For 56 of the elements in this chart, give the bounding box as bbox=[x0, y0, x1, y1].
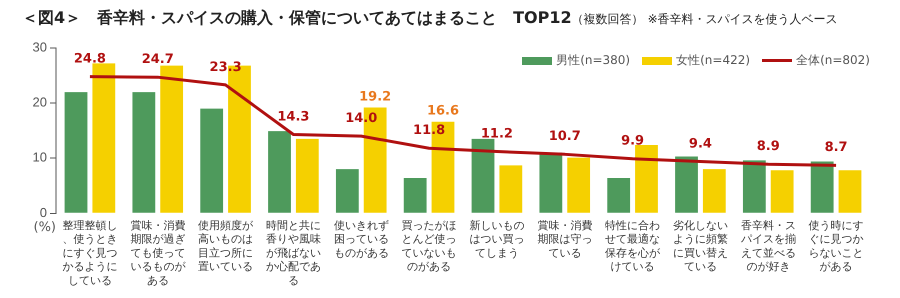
bar bbox=[404, 178, 427, 213]
legend-label: 男性(n=380) bbox=[556, 52, 630, 69]
x-tick-label: 賞味・消費期限は守っている bbox=[537, 218, 592, 260]
chart-title: ＜図4＞ 香辛料・スパイスの購入・保管についてあてはまること TOP12 bbox=[22, 8, 572, 27]
data-label: 8.7 bbox=[824, 140, 848, 156]
y-axis-title: (%) bbox=[34, 220, 56, 236]
text: ※香辛料・スパイスを使う人ベース bbox=[648, 12, 838, 26]
data-label: 24.8 bbox=[74, 52, 106, 67]
x-tick-label: 買ったがほとんど使っていないものがある bbox=[402, 218, 457, 274]
bar bbox=[838, 170, 862, 213]
bar bbox=[810, 161, 834, 213]
data-label: 11.2 bbox=[480, 126, 513, 142]
bar bbox=[92, 63, 116, 213]
data-label: 14.3 bbox=[277, 109, 310, 124]
x-tick-label: 特性に合わせて最適な保存を心がけている bbox=[605, 218, 662, 274]
y-tick-label: 20 bbox=[32, 94, 47, 110]
bar bbox=[472, 138, 494, 213]
bar bbox=[742, 160, 766, 213]
bar bbox=[770, 170, 794, 213]
bar bbox=[607, 178, 630, 213]
x-tick-label: 新しいものはつい買ってしまう bbox=[469, 218, 524, 260]
bar bbox=[336, 169, 359, 213]
bar bbox=[675, 156, 698, 213]
bar bbox=[132, 92, 156, 213]
data-label: 16.6 bbox=[426, 104, 460, 119]
y-tick-label: 30 bbox=[32, 40, 47, 55]
bar bbox=[200, 108, 224, 213]
y-tick-label: 10 bbox=[32, 150, 47, 165]
bar bbox=[64, 92, 88, 213]
bar bbox=[702, 169, 726, 213]
bar bbox=[296, 138, 319, 213]
bar bbox=[268, 131, 291, 213]
bar bbox=[635, 144, 658, 213]
x-tick-label: 使用頻度が高いものは目立つ所に置いている bbox=[198, 218, 254, 274]
x-tick-label: 時間と共に香りや風味が飛ばないか心配である bbox=[266, 218, 321, 287]
bar bbox=[160, 66, 184, 213]
data-label: 8.9 bbox=[756, 139, 780, 154]
legend-label: 女性(n=422) bbox=[676, 52, 750, 69]
x-tick-label: 整理整頓し、使うときにすぐ見つかるようにしている bbox=[62, 218, 118, 287]
data-label: 9.9 bbox=[621, 134, 644, 149]
data-label: 10.7 bbox=[548, 129, 581, 144]
x-tick-label: 香辛料・スパイスを揃えて並べるのが好き bbox=[740, 218, 796, 274]
bar bbox=[539, 152, 562, 213]
x-tick-label: 賞味・消費期限が過ぎても使っているものがある bbox=[130, 218, 186, 287]
bar bbox=[567, 158, 590, 213]
y-tick-label: 0 bbox=[40, 204, 47, 220]
chart-subtitle: （複数回答） bbox=[572, 12, 644, 26]
data-label: 23.3 bbox=[210, 60, 242, 75]
x-tick-label: 劣化しないように頻繁に買い替えている bbox=[672, 218, 728, 274]
x-tick-label: 使いきれず困っているものがある bbox=[334, 218, 389, 260]
x-tick-label: 使う時にすぐに見つからないことがある bbox=[808, 218, 864, 274]
legend-label: 全体(n=802) bbox=[796, 52, 870, 69]
bar bbox=[499, 165, 522, 213]
data-label: 9.4 bbox=[688, 136, 712, 152]
data-label: 24.7 bbox=[142, 52, 174, 68]
data-label: 19.2 bbox=[359, 89, 392, 104]
